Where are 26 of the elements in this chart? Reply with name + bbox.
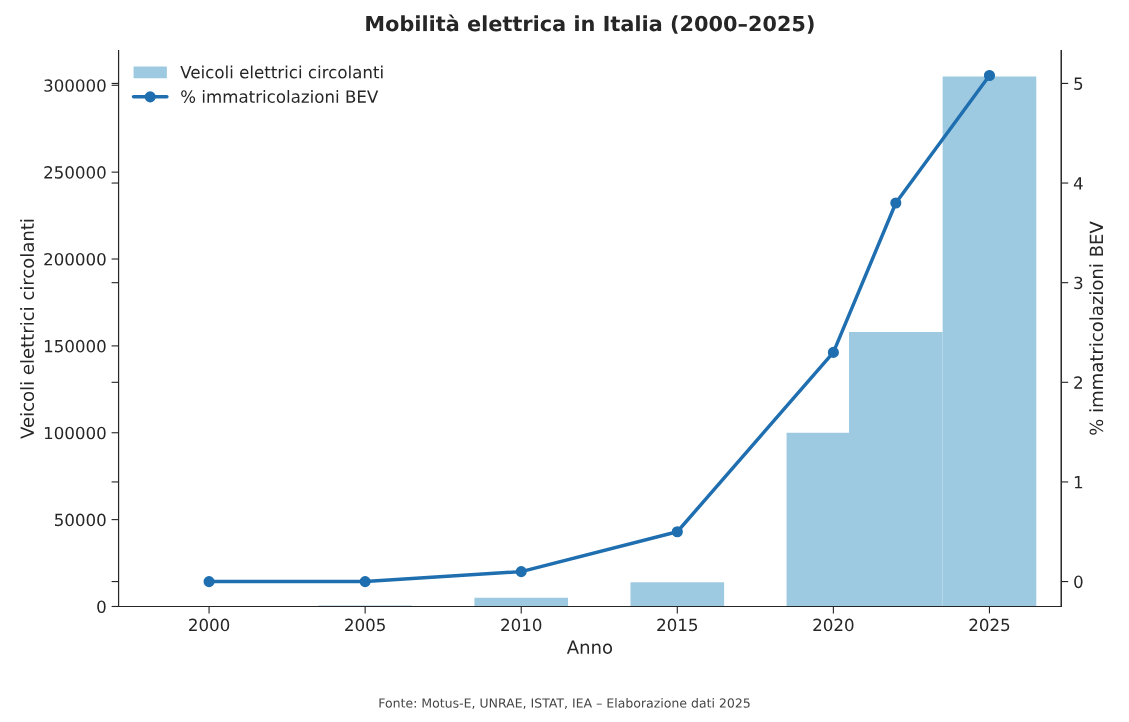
y2-tick-label: 1 xyxy=(1074,476,1083,489)
x-tick-label: 2005 xyxy=(345,618,385,632)
y2-tick-label: 2 xyxy=(1074,376,1082,389)
y-tick-label: 100000 xyxy=(44,426,106,440)
legend-label: Veicoli elettrici circolanti xyxy=(180,65,383,79)
y-tick-label: 150000 xyxy=(44,339,106,353)
source-note: Fonte: Motus-E, UNRAE, ISTAT, IEA – Elaborazione dati 2025 xyxy=(379,698,750,710)
x-axis-title: Anno xyxy=(566,640,613,654)
y-tick-label: 50000 xyxy=(55,513,106,527)
y2-axis-title: % immatricolazioni BEV xyxy=(1089,221,1104,435)
x-tick-label: 2025 xyxy=(969,618,1010,632)
chart-title: Mobilità elettrica in Italia (2000–2025) xyxy=(366,14,814,34)
y-axis-title: Veicoli elettrici circolanti xyxy=(20,219,35,439)
y2-tick-label: 3 xyxy=(1074,276,1083,290)
y-tick-label: 250000 xyxy=(44,166,106,179)
y2-tick-label: 0 xyxy=(1074,575,1083,589)
x-tick-label: 2015 xyxy=(657,618,698,632)
x-tick-label: 2000 xyxy=(189,618,230,632)
y-tick-label: 200000 xyxy=(44,252,106,266)
y-tick-label: 0 xyxy=(97,600,106,614)
x-tick-label: 2010 xyxy=(501,618,542,632)
legend-label: % immatricolazioni BEV xyxy=(181,90,379,103)
x-tick-label: 2020 xyxy=(813,618,854,632)
y2-tick-label: 5 xyxy=(1074,77,1083,90)
y-tick-label: 300000 xyxy=(44,79,106,92)
y2-tick-label: 4 xyxy=(1073,177,1083,190)
